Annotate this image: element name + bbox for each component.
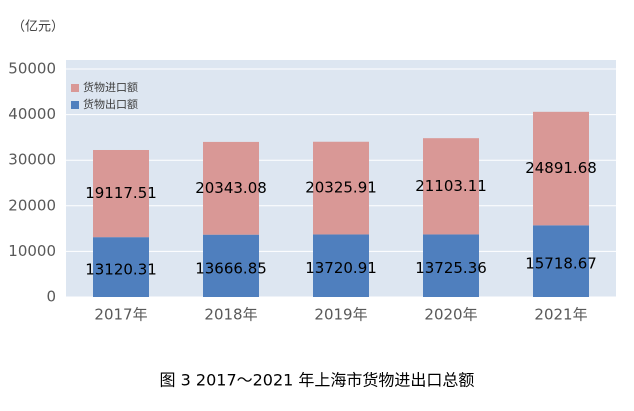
x-tick-label: 2018年 [204, 306, 257, 324]
value-label: 13120.31 [85, 261, 157, 279]
bar-segment [423, 138, 479, 235]
bar-segment [313, 141, 369, 235]
y-unit: （亿元） [12, 20, 64, 35]
value-label: 13725.36 [415, 259, 487, 277]
value-label: 20325.91 [305, 179, 377, 197]
bar-segment [533, 111, 589, 226]
value-label: 20343.08 [195, 179, 267, 197]
value-label: 21103.11 [415, 177, 487, 195]
y-tick-label: 30000 [8, 151, 56, 169]
legend-label: 货物进口额 [83, 80, 138, 94]
x-tick-label: 2017年 [94, 306, 147, 324]
value-label: 24891.68 [525, 159, 597, 177]
y-tick-label: 10000 [8, 242, 56, 260]
y-tick-label: 40000 [8, 105, 56, 123]
y-tick-label: 50000 [8, 60, 56, 78]
bar-segment [203, 234, 259, 297]
chart-title: 图 3 2017～2021 年上海市货物进出口总额 [160, 371, 475, 390]
x-tick-label: 2021年 [534, 306, 587, 324]
bar-segment [93, 237, 149, 297]
bar-segment [423, 234, 479, 297]
y-tick-label: 20000 [8, 196, 56, 214]
value-label: 13720.91 [305, 259, 377, 277]
value-label: 15718.67 [525, 255, 597, 273]
x-tick-label: 2019年 [314, 306, 367, 324]
bar-segment [93, 149, 149, 238]
value-label: 13666.85 [195, 259, 267, 277]
legend-label: 货物出口额 [83, 97, 138, 111]
bar-segment [313, 234, 369, 297]
x-tick-label: 2020年 [424, 306, 477, 324]
y-tick-label: 0 [46, 288, 56, 306]
legend-swatch [71, 101, 79, 109]
value-label: 19117.51 [85, 184, 157, 202]
legend-swatch [71, 84, 79, 92]
bar-segment [533, 225, 589, 297]
bar-segment [203, 141, 259, 235]
